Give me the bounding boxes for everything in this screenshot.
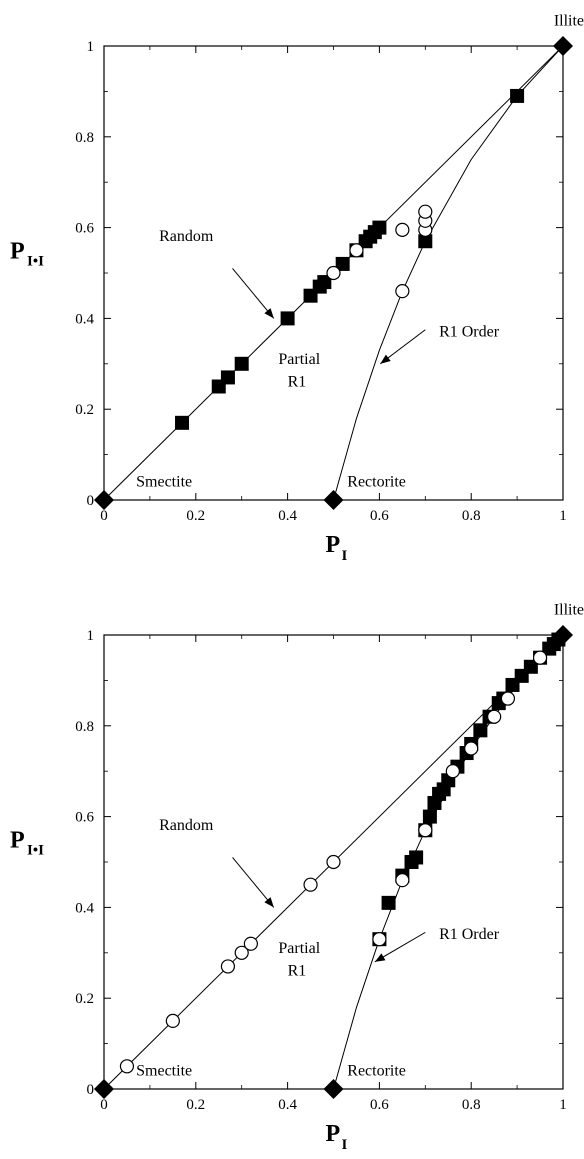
circle-marker bbox=[303, 877, 318, 892]
x-tick-label: 1 bbox=[559, 508, 567, 524]
x-tick-label: 0.4 bbox=[278, 1097, 297, 1113]
annotation-r1-order: R1 Order bbox=[439, 926, 500, 943]
square-marker bbox=[381, 895, 396, 910]
square-marker bbox=[335, 256, 350, 271]
annotation-random: Random bbox=[159, 817, 214, 834]
line-r1-order bbox=[333, 45, 564, 501]
square-marker bbox=[473, 723, 488, 738]
circle-marker bbox=[532, 650, 548, 665]
y-tick-label: 0 bbox=[87, 1082, 95, 1098]
y-tick-label: 0.2 bbox=[75, 402, 94, 418]
annotation-partial: Partial bbox=[278, 940, 320, 957]
random-arrow-head bbox=[264, 897, 274, 908]
diamond-marker bbox=[553, 625, 573, 645]
square-marker bbox=[234, 356, 249, 371]
y-axis-label: P bbox=[10, 238, 25, 264]
square-marker bbox=[418, 234, 433, 249]
x-tick-label: 0.2 bbox=[186, 1097, 205, 1113]
x-tick-label: 0.6 bbox=[370, 508, 389, 524]
circle-marker bbox=[372, 932, 387, 947]
x-tick-label: 0.2 bbox=[186, 508, 205, 524]
x-tick-label: 0.8 bbox=[462, 1097, 481, 1113]
y-tick-label: 0.6 bbox=[75, 810, 94, 826]
square-marker bbox=[422, 809, 437, 824]
square-marker bbox=[220, 370, 235, 385]
x-axis-label-sub: I bbox=[342, 1137, 348, 1153]
diamond-marker bbox=[323, 490, 344, 510]
annotation-illite: Illite bbox=[554, 13, 584, 30]
y-tick-label: 0.4 bbox=[75, 900, 94, 916]
y-tick-label: 0 bbox=[87, 493, 95, 509]
circle-marker bbox=[326, 854, 341, 870]
square-marker bbox=[317, 275, 332, 290]
circle-marker bbox=[220, 959, 236, 974]
circle-marker bbox=[418, 204, 433, 219]
annotation-random: Random bbox=[159, 228, 214, 245]
line-r1-order bbox=[333, 634, 564, 1090]
diamond-marker bbox=[94, 490, 114, 510]
y-tick-label: 0.8 bbox=[75, 130, 94, 146]
square-marker bbox=[510, 88, 525, 103]
circle-marker bbox=[326, 265, 341, 281]
x-tick-label: 0.8 bbox=[462, 508, 481, 524]
square-marker bbox=[280, 311, 295, 326]
square-marker bbox=[409, 850, 424, 865]
circle-marker bbox=[395, 222, 410, 237]
circle-marker bbox=[395, 873, 410, 888]
x-tick-label: 0 bbox=[100, 1097, 108, 1113]
circle-marker bbox=[500, 691, 516, 706]
x-tick-label: 0.4 bbox=[278, 508, 297, 524]
y-tick-label: 1 bbox=[87, 628, 95, 644]
diamond-marker bbox=[94, 1079, 114, 1099]
annotation-r1-order: R1 Order bbox=[439, 324, 500, 341]
annotation-r1: R1 bbox=[288, 963, 307, 980]
x-axis-label: P bbox=[326, 532, 341, 558]
circle-marker bbox=[445, 764, 460, 779]
annotation-partial: Partial bbox=[278, 351, 320, 368]
x-axis-label: P bbox=[326, 1121, 341, 1147]
y-tick-label: 0.4 bbox=[75, 311, 94, 327]
annotation-smectite: Smectite bbox=[136, 1062, 192, 1079]
y-tick-label: 1 bbox=[87, 39, 95, 55]
r1-order-arrow-head bbox=[374, 953, 386, 962]
circle-marker bbox=[349, 243, 364, 258]
circle-marker bbox=[119, 1059, 135, 1074]
random-arrow bbox=[232, 268, 275, 319]
r1-order-arrow-head bbox=[380, 354, 391, 364]
x-tick-label: 0 bbox=[100, 508, 108, 524]
x-tick-label: 1 bbox=[559, 1097, 567, 1113]
square-marker bbox=[372, 220, 387, 235]
circle-marker bbox=[243, 936, 258, 951]
top-panel-plot: 0 0.2 0.4 0.6 0.8 100.20.40.60.81P IP I•IIllite… bbox=[10, 13, 584, 564]
x-axis-label-sub: I bbox=[342, 548, 348, 564]
diamond-marker bbox=[323, 1079, 344, 1099]
y-axis-label: P bbox=[10, 827, 25, 853]
circle-marker bbox=[395, 284, 410, 299]
y-axis-label-sub: I•I bbox=[27, 253, 44, 269]
x-tick-label: 0.6 bbox=[370, 1097, 389, 1113]
annotation-smectite: Smectite bbox=[136, 473, 192, 490]
y-tick-label: 0.8 bbox=[75, 719, 94, 735]
annotation-rectorite: Rectorite bbox=[347, 473, 406, 490]
circle-marker bbox=[487, 709, 502, 724]
circle-marker bbox=[418, 823, 433, 838]
random-arrow bbox=[232, 857, 275, 908]
circle-marker bbox=[464, 741, 479, 756]
diamond-marker bbox=[553, 36, 573, 56]
annotation-r1: R1 bbox=[288, 374, 307, 391]
y-tick-label: 0.2 bbox=[75, 991, 94, 1007]
annotation-illite: Illite bbox=[554, 602, 584, 619]
circle-marker bbox=[165, 1013, 180, 1029]
bottom-panel-plot: 0 0.2 0.4 0.6 0.8 100.20.40.60.81P IP I•IIllite… bbox=[10, 602, 584, 1153]
y-tick-label: 0.6 bbox=[75, 221, 94, 237]
annotation-rectorite: Rectorite bbox=[347, 1062, 406, 1079]
circle-marker bbox=[234, 945, 249, 960]
square-marker bbox=[175, 415, 190, 430]
random-arrow-head bbox=[264, 308, 274, 319]
y-axis-label-sub: I•I bbox=[27, 842, 44, 858]
